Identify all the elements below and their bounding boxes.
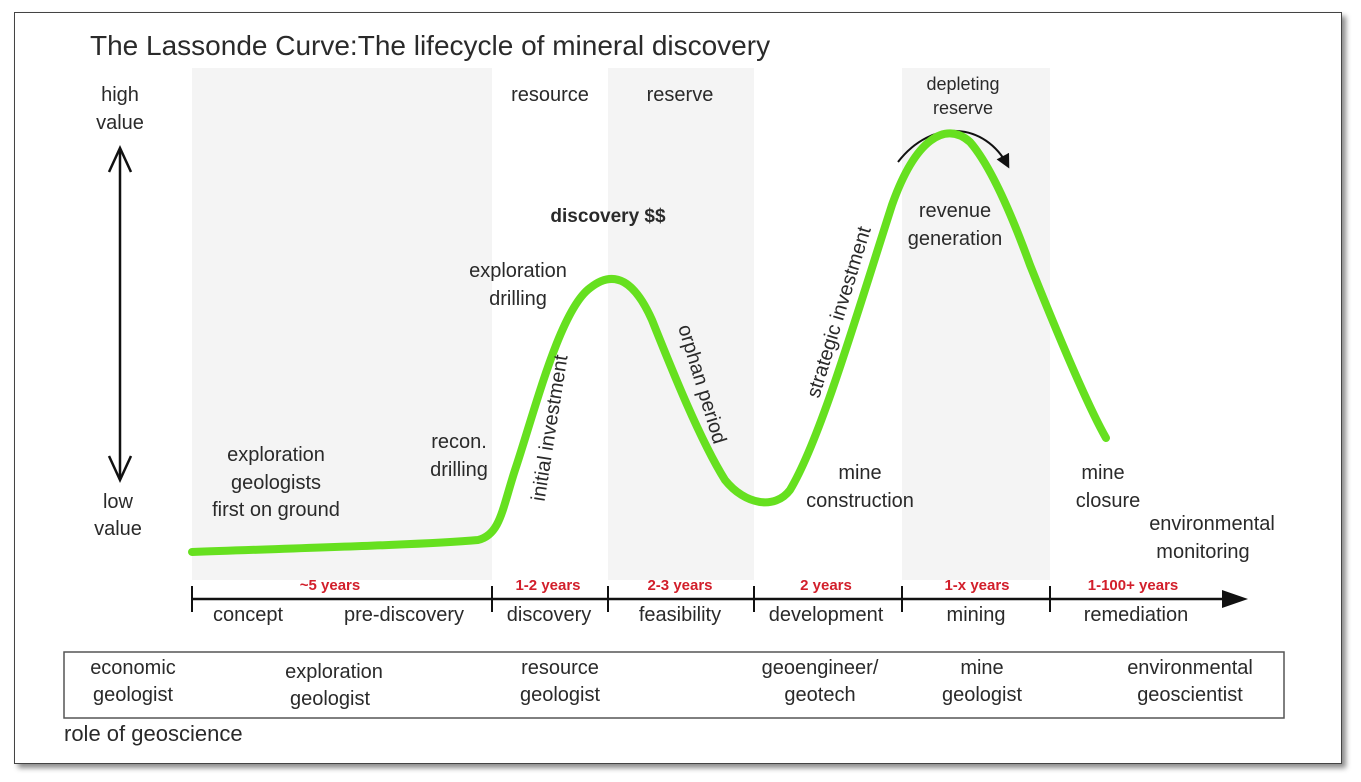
environmental-monitoring-line1: environmental [1149, 513, 1275, 535]
mine-construction-line1: mine [838, 462, 881, 484]
phase-label-development: development [769, 604, 884, 626]
phase-label-discovery: discovery [507, 604, 591, 626]
high-value-line2: value [96, 112, 144, 134]
mine-closure-line1: mine [1081, 462, 1124, 484]
phase-duration-mining: 1-x years [944, 577, 1009, 594]
phase-label-concept: concept [213, 604, 283, 626]
phase-duration-pre-discovery: ~5 years [300, 577, 360, 594]
value-axis-arrow-down [107, 455, 133, 484]
exploration-geologists-line1: exploration [227, 444, 325, 466]
high-value-line1: high [101, 84, 139, 106]
recon-drilling-line1: recon. [431, 431, 487, 453]
role-environmental-line2: geoscientist [1137, 684, 1243, 706]
revenue-generation-line2: generation [908, 228, 1003, 250]
low-value-line2: value [94, 518, 142, 540]
mine-closure-line2: closure [1076, 490, 1140, 512]
environmental-monitoring-line2: monitoring [1156, 541, 1249, 563]
resource-label: resource [511, 84, 589, 106]
reserve-label: reserve [647, 84, 714, 106]
phase-duration-feasibility: 2-3 years [647, 577, 712, 594]
phase-duration-remediation: 1-100+ years [1088, 577, 1179, 594]
discovery-label: discovery $$ [550, 206, 666, 227]
initial-investment-label: initial investment [528, 353, 573, 503]
depleting-reserve-line2: reserve [933, 98, 993, 118]
exploration-geologists-line3: first on ground [212, 499, 340, 521]
roles-box [63, 651, 1285, 719]
role-exploration-line2: geologist [290, 688, 371, 710]
timeline-arrow-head [1222, 590, 1248, 608]
role-mine-line1: mine [960, 657, 1003, 679]
band-feasibility [608, 68, 754, 580]
role-geoengineer-line1: geoengineer/ [762, 657, 879, 679]
role-exploration-line1: exploration [285, 661, 383, 683]
phase-duration-discovery: 1-2 years [515, 577, 580, 594]
role-resource-line2: geologist [520, 684, 601, 706]
phase-label-feasibility: feasibility [639, 604, 721, 626]
revenue-generation-line1: revenue [919, 200, 991, 222]
role-mine-line2: geologist [942, 684, 1023, 706]
exploration-drilling-line2: drilling [489, 288, 547, 310]
recon-drilling-line2: drilling [430, 459, 488, 481]
phase-label-mining: mining [947, 604, 1006, 626]
diagram-title: The Lassonde Curve:The lifecycle of mine… [90, 30, 770, 61]
value-axis-arrow-up [107, 144, 133, 173]
mine-construction-line2: construction [806, 490, 914, 512]
role-economic-line1: economic [90, 657, 176, 679]
band-pre-discovery [192, 68, 492, 580]
roles-caption: role of geoscience [64, 721, 243, 746]
exploration-geologists-line2: geologists [231, 472, 321, 494]
role-environmental-line1: environmental [1127, 657, 1253, 679]
phase-label-remediation: remediation [1084, 604, 1189, 626]
phase-label-pre-discovery: pre-discovery [344, 604, 464, 626]
low-value-line1: low [103, 491, 134, 513]
role-geoengineer-line2: geotech [784, 684, 855, 706]
role-resource-line1: resource [521, 657, 599, 679]
role-economic-line2: geologist [93, 684, 174, 706]
phase-duration-development: 2 years [800, 577, 852, 594]
depleting-reserve-line1: depleting [926, 74, 999, 94]
lassonde-curve [188, 129, 1110, 556]
exploration-drilling-line1: exploration [469, 260, 567, 282]
